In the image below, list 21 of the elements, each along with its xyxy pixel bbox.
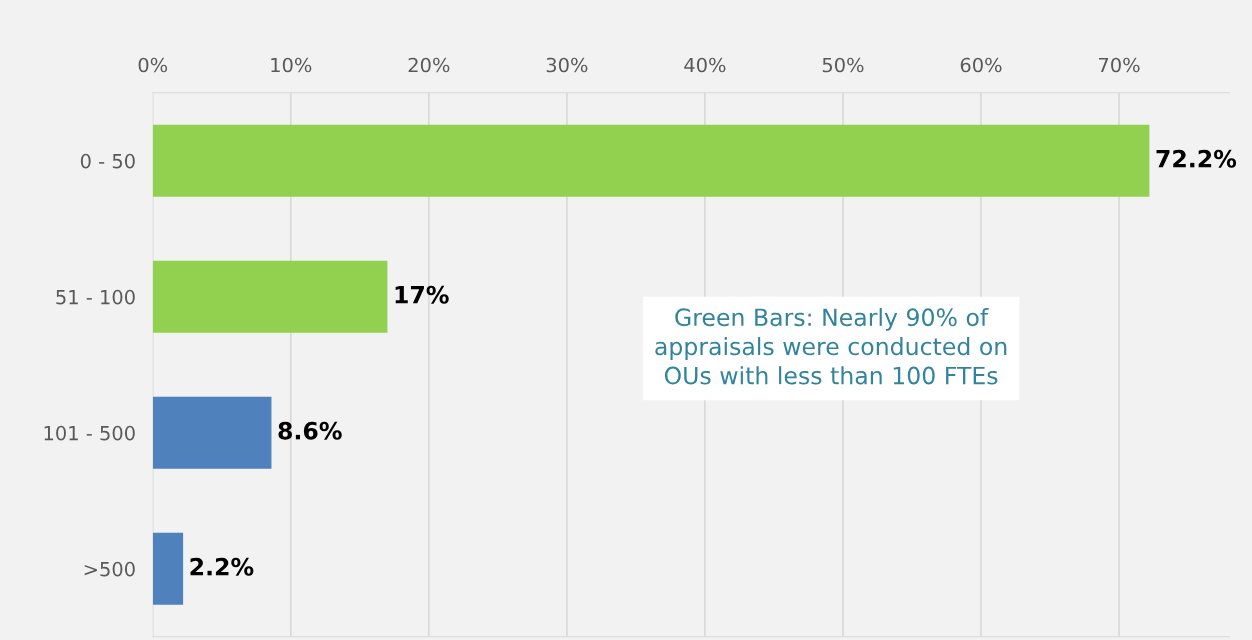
data-label: 72.2% [1156,149,1237,168]
annotation: Green Bars: Nearly 90% of appraisals were conducted on OUs with less than 100 FTEs [655,307,1007,385]
x-tick-label: 30% [546,57,588,73]
x-tick-label: 70% [1099,57,1140,73]
y-tick-label: 101 - 500 [44,425,135,441]
data-label: 2.2% [190,557,254,576]
bar [152,260,388,333]
bar [152,396,272,469]
bar [152,124,1150,197]
y-tick-label: 51 - 100 [56,289,135,305]
y-tick-label: 0 - 50 [80,153,135,169]
x-tick-label: 10% [271,57,312,73]
x-tick-label: 60% [960,57,1002,73]
y-tick-label: >500 [84,561,135,577]
x-tick-label: 40% [684,57,726,73]
x-tick-label: 0% [138,57,168,73]
bar [152,532,184,605]
x-tick-label: 50% [822,57,864,73]
data-label: 8.6% [278,421,342,440]
x-tick-label: 20% [408,57,450,73]
data-label: 17% [395,285,449,304]
